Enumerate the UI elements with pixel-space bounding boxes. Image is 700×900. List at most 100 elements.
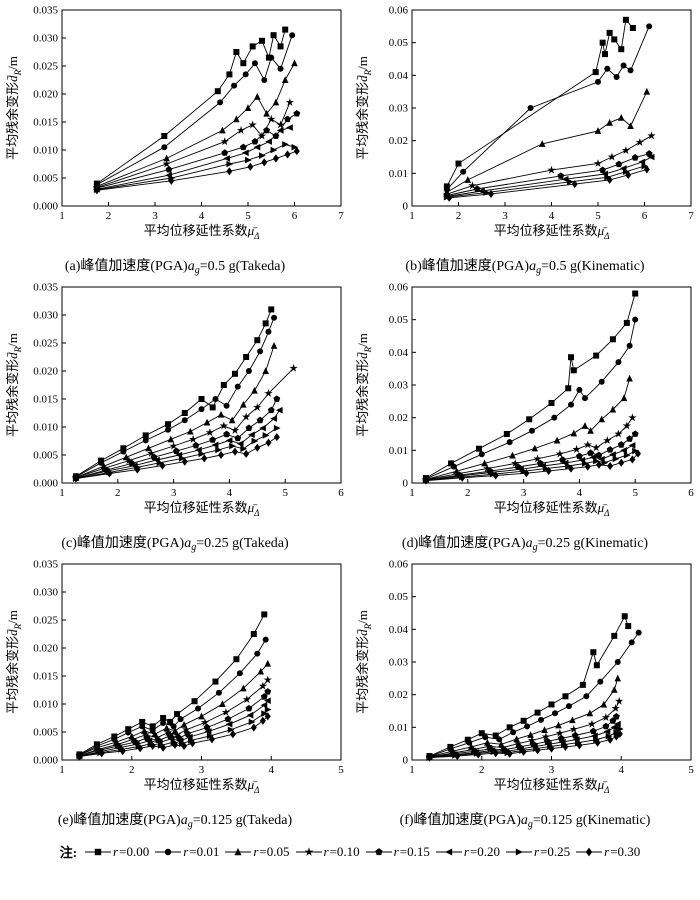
caption-text: =0.25 g(Takeda)	[196, 536, 289, 551]
svg-text:0.035: 0.035	[33, 5, 58, 17]
legend-item-value: =0.20	[469, 843, 500, 859]
caption-text: =0.5 g(Kinematic)	[541, 259, 645, 274]
svg-text:3: 3	[152, 210, 158, 222]
legend-item-var: r	[113, 843, 119, 859]
svg-text:平均位移延性系数μ̄Δ: 平均位移延性系数μ̄Δ	[144, 500, 260, 518]
svg-text:6: 6	[688, 487, 694, 499]
svg-text:0.005: 0.005	[33, 450, 58, 462]
plot-kinematic-0.5g: 1 2 3 4 5 6 7 0 0.01 0.02 0.03 0.04 0.05 0.06 平均位移延性系数…	[355, 5, 694, 242]
svg-text:0.02: 0.02	[389, 412, 408, 424]
svg-text:5: 5	[338, 764, 344, 776]
panel-e: 1 2 3 4 5 0.000 0.005 0.010 0.015 0.020 0.025 0.030…	[0, 556, 350, 833]
legend-item: r =0.10	[295, 844, 360, 860]
svg-text:0.030: 0.030	[33, 310, 58, 322]
svg-text:2: 2	[479, 764, 485, 776]
triangle-left-marker-icon	[435, 847, 462, 856]
legend-item: r =0.01	[154, 844, 219, 860]
caption-var: a	[187, 259, 195, 274]
diamond-marker-icon	[576, 847, 603, 856]
svg-text:5: 5	[688, 764, 694, 776]
svg-text:5: 5	[595, 210, 601, 222]
svg-text:0.02: 0.02	[389, 689, 408, 701]
svg-text:0.020: 0.020	[33, 89, 58, 101]
svg-text:0.01: 0.01	[389, 445, 408, 457]
legend-item: r =0.05	[224, 843, 290, 860]
svg-text:0: 0	[403, 755, 409, 767]
legend-item-var: r	[463, 843, 469, 859]
legend-item-value: =0.05	[259, 843, 290, 859]
svg-text:7: 7	[338, 210, 344, 222]
plot-takeda-0.5g: 1 2 3 4 5 6 7 0.000 0.005 0.010 0.015 0.020 0.025 0.0…	[5, 5, 344, 242]
legend-item-value: =0.00	[119, 843, 150, 859]
plot-kinematic-0.125g: 1 2 3 4 5 0 0.01 0.02 0.03 0.04 0.05 0.06 平均位移延性系数μ̄…	[355, 559, 694, 796]
pentagon-marker-icon	[365, 847, 392, 855]
svg-text:0.010: 0.010	[33, 422, 58, 434]
legend-prefix: 注:	[59, 845, 78, 860]
svg-text:6: 6	[338, 487, 344, 499]
svg-text:0.000: 0.000	[33, 755, 58, 767]
svg-text:0.035: 0.035	[33, 282, 58, 294]
svg-text:0.020: 0.020	[33, 643, 58, 655]
svg-text:0.020: 0.020	[33, 366, 58, 378]
svg-text:平均位移延性系数μ̄Δ: 平均位移延性系数μ̄Δ	[494, 223, 610, 241]
legend-item-var: r	[253, 843, 259, 859]
legend-item-var: r	[533, 843, 540, 859]
svg-text:1: 1	[409, 764, 415, 776]
panel-c: 1 2 3 4 5 6 0.000 0.005 0.010 0.015 0.020 0.025 0.03…	[0, 279, 350, 556]
panel-d: 1 2 3 4 5 6 0 0.01 0.02 0.03 0.04 0.05 0.06 平均位移延性系数μ…	[350, 279, 700, 556]
caption-var: a	[525, 536, 533, 551]
svg-text:0.01: 0.01	[389, 168, 408, 180]
svg-text:平均残余变形d̄R/m: 平均残余变形d̄R/m	[5, 333, 23, 437]
svg-text:0.015: 0.015	[33, 671, 58, 683]
legend-item-value: =0.15	[399, 843, 430, 859]
svg-text:0.000: 0.000	[33, 201, 58, 213]
svg-text:0: 0	[403, 478, 409, 490]
caption-f: (f)峰值加速度(PGA)ag=0.125 g(Kinematic)	[400, 812, 651, 833]
svg-text:0.030: 0.030	[33, 33, 58, 45]
svg-text:4: 4	[577, 487, 583, 499]
svg-text:0.04: 0.04	[389, 347, 409, 359]
legend-item: r =0.15	[365, 844, 430, 860]
caption-var: a	[520, 813, 528, 828]
svg-text:3: 3	[502, 210, 508, 222]
caption-c: (c)峰值加速度(PGA)ag=0.25 g(Takeda)	[61, 535, 288, 556]
svg-text:3: 3	[199, 764, 205, 776]
triangle-up-marker-icon	[225, 847, 252, 855]
legend-item: r =0.00	[84, 844, 149, 860]
svg-text:平均残余变形d̄R/m: 平均残余变形d̄R/m	[5, 56, 23, 160]
svg-text:5: 5	[245, 210, 251, 222]
panel-b: 1 2 3 4 5 6 7 0 0.01 0.02 0.03 0.04 0.05 0.06 平均位移延性系数…	[350, 2, 700, 279]
caption-var: a	[180, 813, 188, 828]
caption-text: (f)峰值加速度(PGA)	[399, 813, 521, 828]
svg-text:7: 7	[688, 210, 694, 222]
legend-item-var: r	[604, 843, 610, 859]
svg-text:0.02: 0.02	[389, 135, 408, 147]
caption-text: (e)峰值加速度(PGA)	[57, 813, 181, 828]
svg-text:0.05: 0.05	[389, 591, 409, 603]
svg-text:0.05: 0.05	[389, 314, 409, 326]
caption-subscript: g	[191, 542, 197, 553]
svg-text:0.005: 0.005	[33, 727, 58, 739]
caption-text: (c)峰值加速度(PGA)	[61, 536, 185, 551]
svg-text:平均位移延性系数μ̄Δ: 平均位移延性系数μ̄Δ	[494, 777, 610, 795]
svg-text:平均残余变形d̄R/m: 平均残余变形d̄R/m	[355, 333, 373, 437]
svg-text:0.04: 0.04	[389, 624, 409, 636]
svg-text:0.010: 0.010	[33, 145, 58, 157]
svg-text:3: 3	[171, 487, 177, 499]
svg-text:1: 1	[59, 210, 65, 222]
svg-text:4: 4	[269, 764, 275, 776]
svg-text:0.01: 0.01	[389, 722, 408, 734]
caption-subscript: g	[536, 265, 542, 276]
svg-text:4: 4	[227, 487, 233, 499]
svg-text:4: 4	[199, 210, 205, 222]
svg-text:1: 1	[59, 487, 65, 499]
caption-e: (e)峰值加速度(PGA)ag=0.125 g(Takeda)	[58, 812, 292, 833]
legend-item-var: r	[183, 843, 189, 859]
svg-text:0.015: 0.015	[33, 394, 58, 406]
svg-text:5: 5	[632, 487, 638, 499]
legend-item-var: r	[393, 843, 399, 859]
svg-text:平均残余变形d̄R/m: 平均残余变形d̄R/m	[355, 610, 373, 714]
legend-item-value: =0.01	[189, 843, 220, 859]
caption-text: =0.25 g(Kinematic)	[537, 536, 649, 551]
legend-item-value: =0.30	[610, 843, 641, 859]
